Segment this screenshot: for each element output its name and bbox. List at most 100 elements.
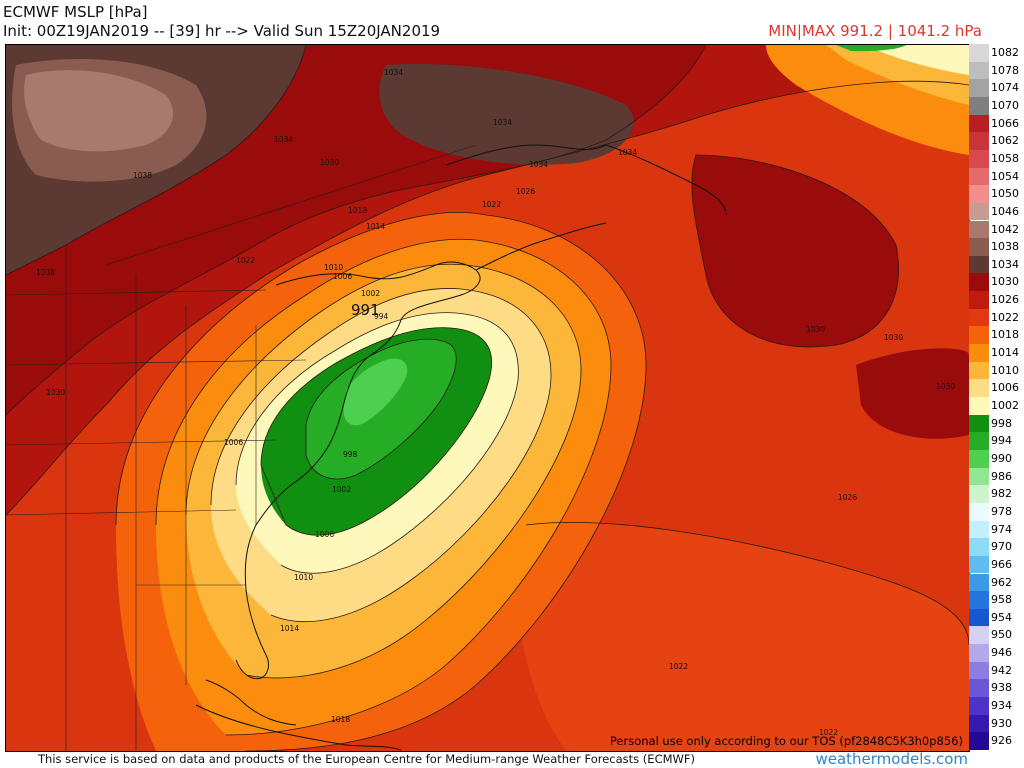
legend-item: 946	[968, 644, 1024, 662]
isobar-label: 1030	[884, 333, 903, 342]
isobar-label: 1030	[806, 325, 825, 334]
legend-label: 946	[991, 646, 1012, 660]
legend-item: 930	[968, 714, 1024, 733]
legend-item: 1010	[968, 361, 1024, 380]
legend-label: 938	[991, 681, 1012, 695]
legend-swatch	[969, 114, 989, 133]
brand-link[interactable]: weathermodels.com	[815, 750, 968, 768]
isobar-label: 1006	[333, 272, 352, 281]
legend-label: 1014	[991, 346, 1019, 360]
legend-swatch	[969, 326, 989, 345]
legend-label: 1022	[991, 310, 1019, 324]
legend-label: 954	[991, 610, 1012, 624]
legend-label: 1054	[991, 169, 1019, 183]
isobar-label: 1006	[315, 530, 334, 539]
isobar-label: 1034	[493, 118, 512, 127]
legend-item: 958	[968, 591, 1024, 609]
legend-swatch	[969, 185, 989, 203]
legend-item: 986	[968, 467, 1024, 486]
legend-label: 1034	[991, 257, 1019, 271]
isobar-label: 1006	[224, 438, 243, 447]
isobar-label: 1034	[274, 135, 293, 144]
isobar-label: 1014	[280, 624, 299, 633]
legend-label: 978	[991, 504, 1012, 518]
legend-item: 1042	[968, 220, 1024, 239]
legend-swatch	[969, 397, 989, 415]
legend-swatch	[969, 732, 989, 750]
legend-item: 938	[968, 679, 1024, 698]
isobar-label: 1018	[348, 206, 367, 215]
legend-label: 962	[991, 575, 1012, 589]
legend-swatch	[969, 573, 989, 592]
legend-item: 966	[968, 555, 1024, 574]
legend-item: 954	[968, 608, 1024, 627]
legend-item: 1066	[968, 114, 1024, 133]
legend-label: 966	[991, 557, 1012, 571]
legend-item: 934	[968, 697, 1024, 715]
legend-item: 1018	[968, 326, 1024, 345]
legend-swatch	[969, 697, 989, 715]
legend-swatch	[969, 414, 989, 433]
legend-label: 990	[991, 451, 1012, 465]
legend-swatch	[969, 485, 989, 503]
legend-swatch	[969, 61, 989, 80]
legend-swatch	[969, 538, 989, 556]
legend-swatch	[969, 79, 989, 97]
isobar-label: 1034	[618, 148, 637, 157]
legend-item: 970	[968, 538, 1024, 556]
field-1022-south	[518, 522, 969, 751]
pressure-map: 991 1034 1034 1034 1034 1038 1038 1030 1…	[5, 44, 970, 752]
legend-swatch	[969, 361, 989, 380]
legend-label: 950	[991, 628, 1012, 642]
legend-label: 994	[991, 434, 1012, 448]
isobar-lines	[6, 45, 969, 751]
field-ne-green	[836, 45, 906, 52]
legend-swatch	[969, 96, 989, 115]
legend-swatch	[969, 591, 989, 609]
legend-swatch	[969, 238, 989, 256]
legend-label: 1050	[991, 187, 1019, 201]
legend-label: 1082	[991, 46, 1019, 59]
legend-swatch	[969, 149, 989, 168]
legend-swatch	[969, 432, 989, 450]
init-valid-line: Init: 00Z19JAN2019 -- [39] hr --> Valid …	[3, 22, 441, 40]
isobar-label: 1026	[838, 493, 857, 502]
legend-item: 978	[968, 502, 1024, 521]
chart-title: ECMWF MSLP [hPa]	[3, 3, 148, 21]
legend-label: 930	[991, 716, 1012, 730]
isobar-label: 1030	[320, 158, 339, 167]
isobar-label: 1038	[133, 171, 152, 180]
legend-item: 1062	[968, 132, 1024, 150]
legend-item: 1078	[968, 61, 1024, 80]
isobar-label: 1022	[236, 256, 255, 265]
legend-item: 1082	[968, 44, 1024, 62]
legend-label: 1058	[991, 151, 1019, 165]
legend-label: 958	[991, 593, 1012, 607]
legend-item: 1046	[968, 202, 1024, 221]
legend-label: 1010	[991, 363, 1019, 377]
legend-label: 1018	[991, 328, 1019, 342]
legend-label: 1006	[991, 381, 1019, 395]
legend-label: 1042	[991, 222, 1019, 236]
legend-item: 1038	[968, 238, 1024, 256]
isobar-label: 1022	[482, 200, 501, 209]
legend-label: 942	[991, 663, 1012, 677]
legend-swatch	[969, 644, 989, 662]
legend-item: 1002	[968, 397, 1024, 415]
isobar-label: 994	[374, 312, 389, 321]
legend-label: 934	[991, 699, 1012, 713]
legend-swatch	[969, 44, 989, 62]
field-1030-atlantic	[691, 155, 899, 347]
legend-label: 1078	[991, 63, 1019, 77]
legend-label: 1038	[991, 240, 1019, 254]
legend-label: 982	[991, 487, 1012, 501]
legend-item: 1030	[968, 273, 1024, 292]
legend-item: 1054	[968, 167, 1024, 186]
legend-label: 1046	[991, 204, 1019, 218]
legend-item: 1006	[968, 379, 1024, 397]
isobar-label: 1010	[294, 573, 313, 582]
legend-label: 986	[991, 469, 1012, 483]
isobar-label: 1022	[819, 728, 838, 737]
legend-swatch	[969, 308, 989, 327]
isobar-label: 1002	[332, 485, 351, 494]
